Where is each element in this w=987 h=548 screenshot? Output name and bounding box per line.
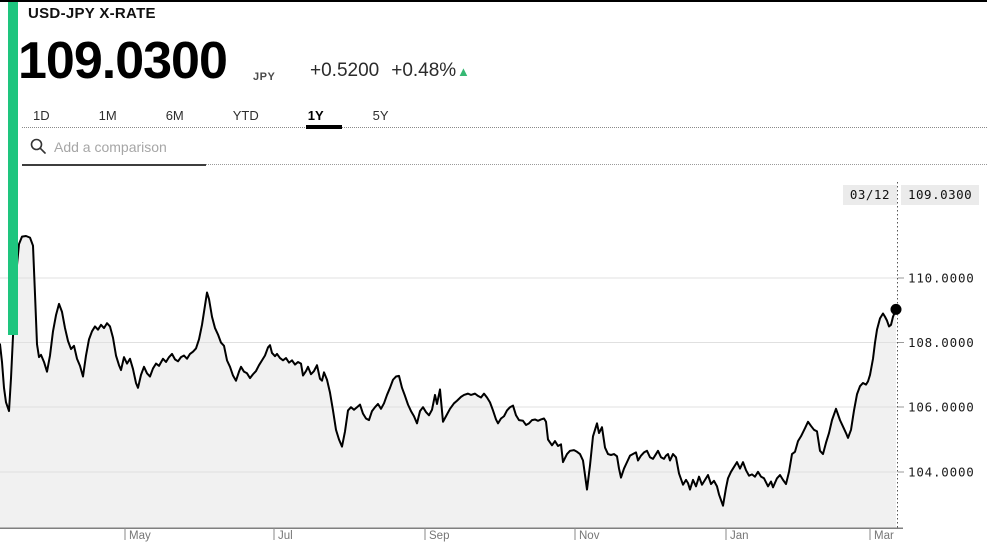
change-percent: +0.48% (391, 60, 457, 81)
search-underline-dotted (206, 164, 987, 165)
chart-crosshair (890, 182, 902, 528)
tab-ytd[interactable]: YTD (233, 101, 259, 127)
widget-top-border (0, 0, 987, 2)
x-axis-label: Sep (429, 530, 449, 542)
x-axis-label: Mar (874, 530, 894, 542)
tab-1d[interactable]: 1D (33, 101, 50, 127)
search-icon[interactable] (30, 138, 46, 154)
active-tab-underline (305, 125, 342, 129)
tab-1m[interactable]: 1M (99, 101, 117, 127)
search-underline (22, 164, 206, 166)
y-axis-label: 104.0000 (908, 464, 975, 479)
range-tab-bar: 1D 1M 6M YTD 1Y 5Y (22, 101, 987, 129)
chart-price-line (0, 235, 897, 507)
up-arrow-icon: ▲ (457, 64, 470, 79)
chart-axes: May Jul Sep Nov Jan Mar 110.0000 108.0000 106.00… (0, 271, 975, 542)
price-chart[interactable]: May Jul Sep Nov Jan Mar 110.0000 108.0000 106.00… (0, 180, 987, 548)
crosshair-date-label: 03/12 (842, 185, 897, 205)
tab-6m[interactable]: 6M (166, 101, 184, 127)
page-title: USD-JPY X-RATE (28, 5, 156, 22)
comparison-search (22, 134, 422, 160)
crosshair-price-label: 109.0300 (901, 185, 980, 205)
chart-gridlines (0, 277, 898, 473)
y-axis-label: 108.0000 (908, 335, 975, 350)
search-input[interactable] (52, 134, 296, 160)
currency-label: JPY (253, 71, 276, 83)
y-axis-label: 106.0000 (908, 400, 975, 415)
y-axis-label: 110.0000 (908, 271, 975, 286)
x-axis-label: Nov (579, 530, 600, 542)
tab-5y[interactable]: 5Y (373, 101, 389, 127)
change-absolute: +0.5200 (310, 60, 380, 81)
x-axis-label: Jul (278, 530, 293, 542)
x-axis-label: May (129, 530, 151, 542)
last-price-dot (890, 303, 902, 315)
chart-area-fill (0, 236, 896, 528)
accent-bar (8, 2, 18, 335)
last-price: 109.0300 (18, 32, 228, 90)
tab-1y[interactable]: 1Y (305, 101, 342, 129)
price-change: +0.5200 +0.48% (310, 60, 456, 82)
x-axis-label: Jan (730, 530, 749, 542)
